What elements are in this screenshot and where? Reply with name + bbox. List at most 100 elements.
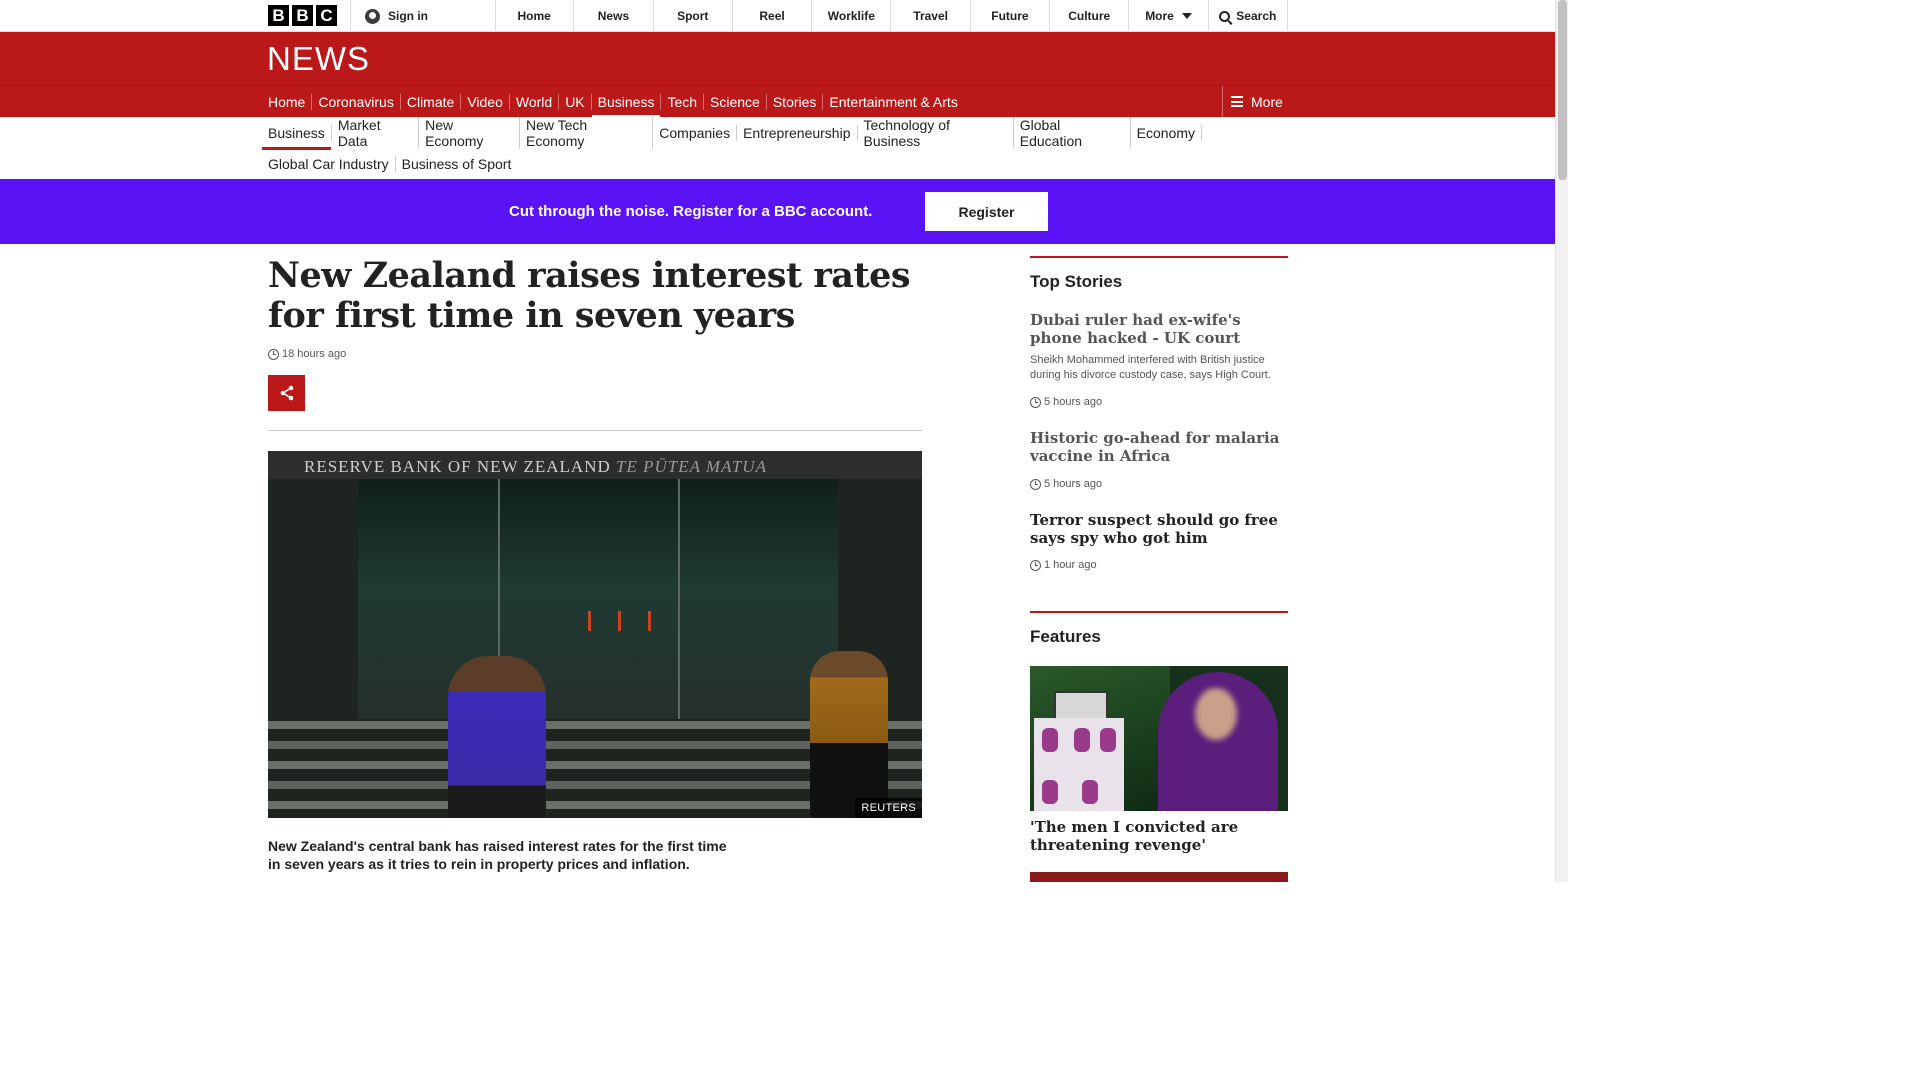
global-nav-reel[interactable]: Reel: [733, 0, 813, 32]
section-home[interactable]: Home: [262, 93, 313, 110]
bollard: [588, 611, 591, 631]
section-world[interactable]: World: [510, 93, 560, 110]
promo-text: Cut through the noise. Register for a BB…: [509, 203, 873, 220]
subnav-new-economy[interactable]: New Economy: [419, 116, 520, 149]
global-nav-home[interactable]: Home: [495, 0, 575, 32]
bank-sign: RESERVE BANK OF NEW ZEALAND TE PŪTEA MAT…: [304, 457, 767, 477]
bollard: [648, 611, 651, 631]
subnav-global-education[interactable]: Global Education: [1014, 116, 1131, 149]
step: [268, 721, 922, 729]
section-coronavirus[interactable]: Coronavirus: [312, 93, 401, 110]
subnav-companies[interactable]: Companies: [653, 124, 738, 141]
register-promo-banner: [0, 179, 1555, 244]
top-story-timestamp: 5 hours ago: [1030, 396, 1102, 408]
subnav-global-car-industry[interactable]: Global Car Industry: [262, 155, 396, 172]
picture-frame: [1054, 691, 1108, 721]
pedestrian-figure: [810, 651, 888, 818]
section-tech[interactable]: Tech: [661, 93, 705, 110]
global-nav-future[interactable]: Future: [971, 0, 1051, 32]
page-scrollbar[interactable]: [1555, 0, 1568, 882]
poster-figure: [1074, 728, 1090, 752]
global-nav-worklife[interactable]: Worklife: [812, 0, 892, 32]
step: [268, 761, 922, 769]
step: [268, 781, 922, 789]
image-credit: REUTERS: [855, 798, 922, 818]
bollard: [618, 611, 621, 631]
bank-sign-english: RESERVE BANK OF NEW ZEALAND: [304, 457, 611, 476]
clock-icon: [1030, 478, 1041, 490]
top-story-timestamp: 5 hours ago: [1030, 478, 1102, 490]
logo-letter: C: [316, 5, 337, 26]
caret-down-icon: [1181, 13, 1192, 19]
features-heading: Features: [1030, 627, 1101, 646]
global-nav: Home News Sport Reel Worklife Travel Fut…: [495, 0, 1288, 32]
poster-figure: [1042, 728, 1058, 752]
subnav-business[interactable]: Business: [262, 124, 332, 150]
posters: [1034, 718, 1124, 811]
sign-in-link[interactable]: Sign in: [350, 0, 496, 32]
step: [268, 801, 922, 809]
global-nav-travel[interactable]: Travel: [891, 0, 971, 32]
global-top-bar: B B C Sign in Home News Sport Reel Workl…: [0, 0, 1555, 32]
subnav-economy[interactable]: Economy: [1131, 124, 1202, 141]
top-story-link[interactable]: Historic go-ahead for malaria vaccine in…: [1030, 429, 1280, 465]
global-search-button[interactable]: Search: [1209, 0, 1288, 32]
section-uk[interactable]: UK: [559, 93, 592, 110]
glass-pane-divider: [678, 479, 680, 719]
register-button[interactable]: Register: [925, 192, 1048, 231]
poster-figure: [1082, 780, 1098, 804]
section-climate[interactable]: Climate: [401, 93, 462, 110]
subnav-market-data[interactable]: Market Data: [332, 116, 420, 149]
section-entertainment-arts[interactable]: Entertainment & Arts: [829, 93, 958, 110]
article-timestamp: 18 hours ago: [268, 348, 346, 360]
top-story-time: 5 hours ago: [1044, 396, 1103, 408]
top-story-time: 5 hours ago: [1044, 478, 1103, 490]
feature-link[interactable]: 'The men I convicted are threatening rev…: [1030, 818, 1239, 854]
global-nav-sport[interactable]: Sport: [654, 0, 733, 32]
top-stories-rule: [1030, 256, 1288, 258]
article-hero-image: RESERVE BANK OF NEW ZEALAND TE PŪTEA MAT…: [268, 451, 922, 818]
bank-sign-maori: TE PŪTEA MATUA: [616, 457, 767, 476]
global-nav-culture[interactable]: Culture: [1050, 0, 1130, 32]
global-nav-more[interactable]: More: [1129, 0, 1209, 32]
feature-image[interactable]: [1030, 666, 1288, 811]
poster-figure: [1042, 780, 1058, 804]
subnav-entrepreneurship[interactable]: Entrepreneurship: [737, 124, 858, 141]
top-story-link[interactable]: Dubai ruler had ex-wife's phone hacked -…: [1030, 311, 1241, 347]
clock-icon: [1030, 396, 1041, 408]
scrollbar-thumb[interactable]: [1558, 0, 1567, 180]
business-sub-nav: Business Market Data New Economy New Tec…: [262, 116, 1202, 179]
search-label: Search: [1236, 9, 1277, 23]
section-video[interactable]: Video: [461, 93, 510, 110]
feature-image[interactable]: [1030, 872, 1288, 882]
logo-letter: B: [292, 5, 313, 26]
global-nav-news[interactable]: News: [574, 0, 654, 32]
menu-icon: [1231, 96, 1243, 107]
section-stories[interactable]: Stories: [767, 93, 824, 110]
article-headline: New Zealand raises interest rates for fi…: [268, 255, 911, 336]
account-icon: [365, 8, 380, 24]
article-divider: [268, 430, 922, 431]
section-more-button[interactable]: More: [1222, 86, 1283, 117]
glass-entrance: [358, 479, 838, 719]
clock-icon: [268, 348, 279, 360]
share-button[interactable]: [268, 375, 305, 411]
search-icon: [1219, 10, 1231, 22]
news-header-band: [0, 32, 1555, 85]
top-story-time: 1 hour ago: [1044, 559, 1097, 571]
bbc-logo[interactable]: B B C: [268, 5, 337, 26]
top-story-link[interactable]: Terror suspect should go free says spy w…: [1030, 511, 1278, 547]
poster-figure: [1100, 728, 1116, 752]
features-rule: [1030, 611, 1288, 613]
subnav-technology-of-business[interactable]: Technology of Business: [858, 116, 1014, 149]
top-story-timestamp: 1 hour ago: [1030, 559, 1097, 571]
subnav-business-of-sport[interactable]: Business of Sport: [401, 155, 512, 172]
clock-icon: [1030, 559, 1041, 571]
sign-in-label: Sign in: [388, 9, 428, 23]
subnav-new-tech-economy[interactable]: New Tech Economy: [520, 116, 654, 149]
news-wordmark[interactable]: NEWS: [267, 40, 370, 77]
news-section-nav: Home Coronavirus Climate Video World UK …: [0, 85, 1555, 118]
top-stories-heading: Top Stories: [1030, 272, 1123, 291]
section-business[interactable]: Business: [591, 93, 662, 118]
section-science[interactable]: Science: [704, 93, 767, 110]
